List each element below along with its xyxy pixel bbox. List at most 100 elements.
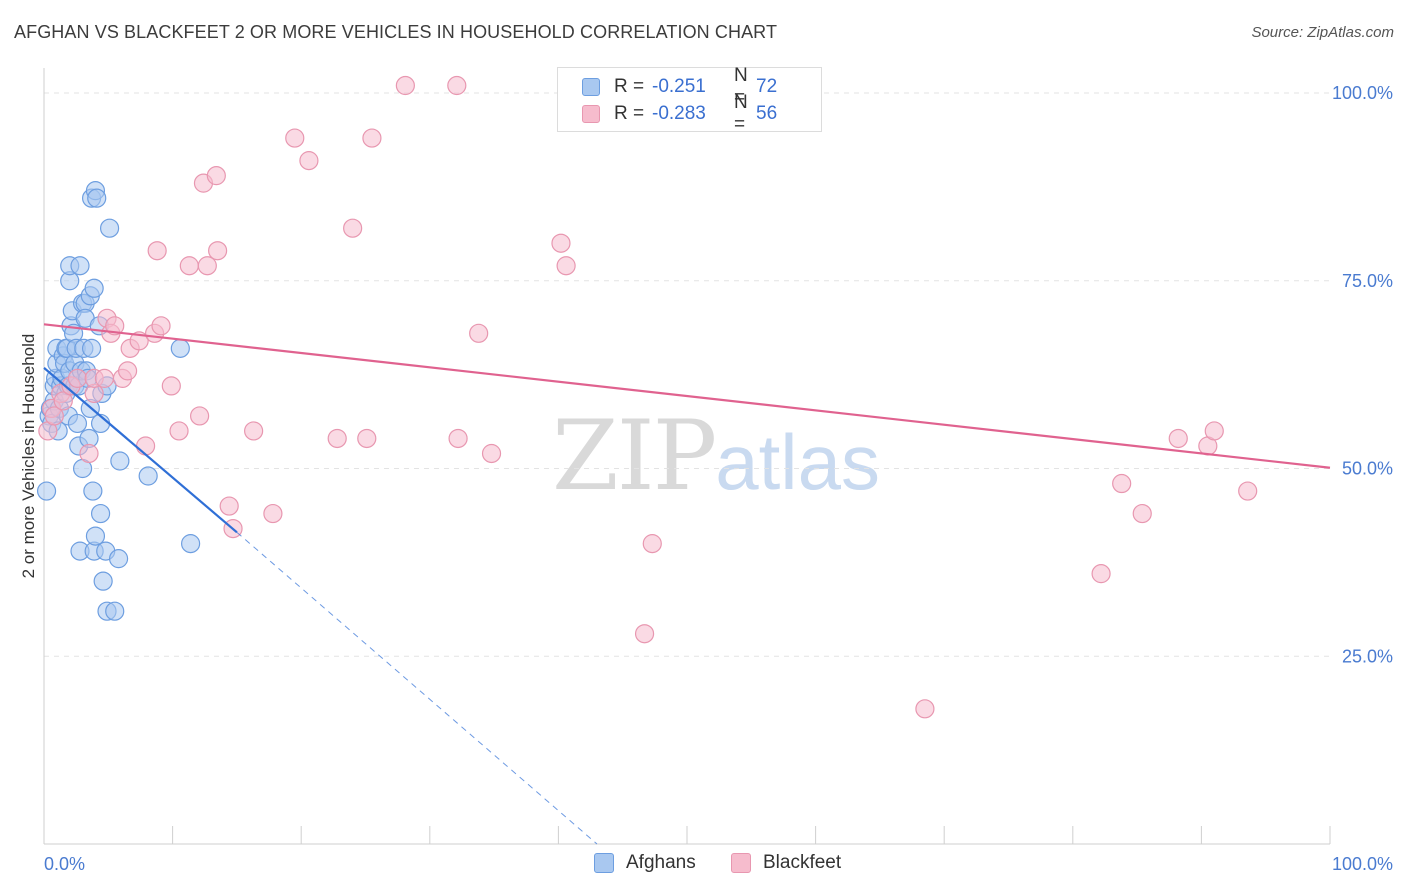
blackfeet-point: [263, 503, 283, 524]
blackfeet-swatch: [582, 105, 600, 123]
afghan-point: [85, 526, 106, 546]
blackfeet-legend-swatch: [731, 853, 751, 873]
blackfeet-point: [299, 151, 319, 171]
blackfeet-point: [147, 241, 167, 261]
blackfeet-trend-line: [43, 323, 1331, 469]
y-tick-label: 25.0%: [1342, 646, 1393, 666]
afghan-point: [87, 188, 107, 208]
blackfeet-point: [1238, 481, 1258, 501]
n-value: 72: [756, 76, 778, 97]
blackfeet-point: [447, 75, 467, 96]
afghan-point: [70, 256, 90, 276]
blackfeet-point: [481, 443, 502, 464]
chart-title: AFGHAN VS BLACKFEET 2 OR MORE VEHICLES I…: [14, 22, 778, 42]
afghan-legend-swatch: [594, 853, 614, 873]
blackfeet-point: [105, 316, 125, 336]
blackfeet-point: [197, 256, 217, 276]
afghan-trend-line: [43, 367, 238, 534]
afghan-point: [181, 534, 201, 554]
blackfeet-point: [343, 218, 363, 238]
x-tick-label-min: 0.0%: [44, 854, 85, 874]
blackfeet-point: [551, 233, 571, 253]
stats-legend: R = -0.251 N = 72 R = -0.283 N = 56: [557, 65, 822, 135]
afghan-point: [83, 481, 103, 501]
blackfeet-point: [915, 699, 935, 719]
blackfeet-point: [94, 368, 115, 388]
blackfeet-point: [206, 166, 226, 186]
axes: [43, 68, 1330, 845]
legend-row-afghans: R = -0.251 N = 72: [582, 65, 778, 108]
x-tick-label-max: 100.0%: [1332, 854, 1393, 874]
watermark: ZIPatlas: [552, 400, 880, 512]
r-label: R =: [614, 76, 645, 97]
watermark-zip: ZIP: [552, 400, 717, 512]
blackfeet-point: [448, 428, 468, 449]
blackfeet-point: [117, 361, 138, 381]
blackfeet-point: [44, 406, 64, 426]
r-value: -0.251: [652, 76, 706, 97]
blackfeet-points: [38, 75, 1258, 719]
afghan-point: [170, 338, 190, 358]
blackfeet-point: [244, 421, 264, 441]
afghan-point: [67, 413, 88, 434]
afghan-trend-extension: [236, 531, 598, 845]
blackfeet-point: [53, 391, 73, 411]
blackfeet-point: [1091, 564, 1111, 584]
y-tick-labels: 25.0% 50.0% 75.0% 100.0%: [1332, 83, 1393, 666]
y-tick-label: 50.0%: [1342, 459, 1393, 479]
r-value: -0.283: [652, 103, 706, 124]
blackfeet-point: [161, 376, 181, 396]
legend-label-blackfeet: Blackfeet: [763, 852, 842, 873]
blackfeet-point: [190, 406, 210, 426]
y-tick-label: 75.0%: [1342, 271, 1393, 291]
blackfeet-point: [179, 256, 199, 276]
blackfeet-point: [357, 428, 377, 449]
grid-lines: [44, 92, 1330, 657]
r-label: R =: [614, 103, 645, 124]
afghan-point: [108, 549, 129, 569]
afghan-point: [81, 338, 102, 358]
legend-item-afghans: Afghans: [594, 852, 696, 874]
blackfeet-point: [1112, 473, 1132, 494]
blackfeet-point: [1132, 503, 1152, 524]
legend-item-blackfeet: Blackfeet: [731, 852, 841, 874]
legend-label-afghans: Afghans: [626, 852, 696, 873]
y-axis-label: 2 or more Vehicles in Household: [19, 334, 38, 579]
blackfeet-point: [208, 241, 228, 261]
blackfeet-point: [556, 256, 576, 276]
y-tick-label: 100.0%: [1332, 83, 1393, 103]
blackfeet-point: [1204, 421, 1224, 441]
x-ticks: [43, 826, 1331, 844]
blackfeet-point: [362, 128, 382, 148]
legend-row-blackfeet: R = -0.283 N = 56: [582, 92, 778, 135]
n-label: N =: [734, 92, 748, 135]
blackfeet-point: [1168, 428, 1188, 449]
watermark-atlas: atlas: [715, 418, 880, 506]
afghan-point: [93, 571, 113, 591]
afghan-point: [105, 601, 125, 621]
blackfeet-point: [327, 428, 347, 449]
afghan-point: [110, 451, 130, 471]
blackfeet-point: [285, 128, 305, 148]
blackfeet-point: [67, 368, 88, 388]
series-legend: Afghans Blackfeet: [0, 852, 1406, 876]
blackfeet-point: [634, 624, 655, 644]
blackfeet-point: [469, 323, 489, 343]
afghan-point: [90, 503, 111, 524]
blackfeet-point: [135, 436, 156, 456]
afghan-point: [99, 218, 120, 238]
blackfeet-point: [169, 421, 189, 441]
blackfeet-point: [642, 534, 662, 554]
afghan-point: [36, 481, 57, 501]
afghan-point: [138, 466, 158, 486]
afghan-swatch: [582, 78, 600, 96]
afghan-point: [84, 278, 104, 298]
n-label: N =: [734, 65, 748, 108]
trend-lines: [43, 323, 1331, 845]
blackfeet-point: [395, 75, 415, 96]
n-value: 56: [756, 103, 778, 124]
blackfeet-point: [219, 496, 239, 516]
blackfeet-point: [79, 443, 99, 464]
source-credit: Source: ZipAtlas.com: [1251, 24, 1394, 41]
